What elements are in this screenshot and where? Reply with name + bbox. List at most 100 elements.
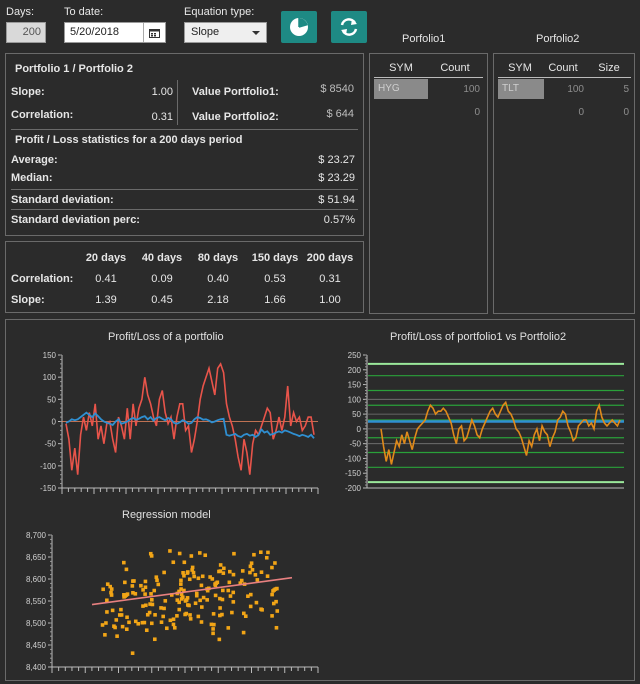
scatter-point [270, 592, 274, 597]
scatter-point [148, 602, 152, 606]
scatter-point [259, 550, 263, 555]
scatter-point [127, 620, 131, 625]
scatter-point [179, 587, 183, 591]
period-slope: 1.00 [319, 294, 341, 306]
chart3-y-tick-label: 8,600 [26, 575, 47, 584]
scatter-point [148, 551, 153, 556]
eqtype-label: Equation type: [184, 6, 255, 18]
scatter-point [144, 628, 149, 633]
scatter-point [270, 614, 274, 618]
scatter-point [212, 622, 216, 627]
scatter-point [182, 573, 186, 578]
p1-row2-count[interactable]: 0 [474, 107, 480, 118]
scatter-point [130, 584, 135, 588]
scatter-point [191, 570, 196, 575]
period-slope: 1.39 [95, 294, 117, 306]
scatter-point [222, 566, 226, 571]
scatter-point [215, 580, 220, 585]
period-corr: 0.40 [207, 273, 229, 285]
scatter-point [131, 579, 135, 583]
scatter-point [115, 634, 119, 638]
eqtype-select[interactable]: Slope [184, 22, 267, 43]
scatter-point [177, 607, 182, 612]
scatter-point [221, 571, 226, 575]
p2-row2-size[interactable]: 0 [623, 107, 629, 118]
refresh-button[interactable] [331, 11, 367, 43]
scatter-point [171, 560, 176, 565]
scatter-point [142, 620, 147, 625]
scatter-point [211, 627, 215, 631]
portfolio1-panel: SYM Count HYG 100 0 [369, 53, 488, 314]
scatter-point [217, 569, 221, 574]
calendar-icon[interactable] [143, 23, 165, 42]
p2-row1-count[interactable]: 100 [567, 84, 584, 95]
refresh-icon [340, 18, 358, 36]
scatter-point [130, 651, 135, 655]
chart1-y-tick-label: -100 [40, 462, 57, 471]
days-value: 200 [22, 26, 41, 38]
scatter-point [113, 625, 117, 630]
p2-col-size[interactable]: Size [598, 62, 620, 74]
scatter-point [124, 567, 129, 572]
scatter-point [243, 614, 248, 619]
period-header: 20 days [85, 252, 127, 264]
scatter-point [147, 610, 152, 615]
scatter-point [149, 554, 154, 558]
scatter-point [177, 600, 181, 605]
sd-perc-label: Standard deviation perc: [11, 214, 140, 226]
scatter-point [105, 598, 109, 603]
scatter-point [122, 593, 126, 597]
chart1-y-tick-label: -50 [44, 440, 56, 449]
p2-row1-sym[interactable]: TLT [498, 79, 544, 99]
p2-col-sym[interactable]: SYM [508, 62, 532, 74]
scatter-point [271, 601, 276, 606]
period-slope: 0.45 [151, 294, 173, 306]
scatter-point [250, 567, 255, 572]
pie-chart-button[interactable] [281, 11, 317, 43]
scatter-point [145, 612, 150, 617]
scatter-point [101, 587, 105, 592]
scatter-point [220, 612, 224, 617]
scatter-point [161, 614, 165, 619]
scatter-point [162, 606, 166, 611]
scatter-point [270, 565, 274, 570]
p2-row2-count[interactable]: 0 [578, 107, 584, 118]
scatter-point [255, 578, 260, 582]
sd-label: Standard deviation: [11, 194, 114, 206]
scatter-point [154, 575, 159, 579]
scatter-point [253, 573, 258, 577]
scatter-point [149, 621, 154, 626]
scatter-point [181, 571, 185, 575]
eqtype-value: Slope [191, 26, 220, 38]
scatter-point [240, 569, 245, 573]
scatter-point [254, 600, 259, 605]
chart2-y-tick-label: 100 [348, 395, 362, 404]
days-input[interactable]: 200 [6, 22, 46, 43]
scatter-point [110, 608, 115, 613]
scatter-point [194, 591, 199, 596]
todate-picker[interactable]: 5/20/2018 [64, 22, 166, 43]
scatter-point [105, 582, 110, 586]
scatter-point [220, 597, 225, 602]
p1-row1-count[interactable]: 100 [463, 84, 480, 95]
p1-col-sym[interactable]: SYM [389, 62, 413, 74]
scatter-point [125, 615, 129, 620]
scatter-point [246, 594, 250, 598]
p1-col-count[interactable]: Count [440, 62, 470, 74]
scatter-point [100, 623, 105, 627]
slope-label: Slope: [11, 86, 45, 98]
p2-col-count[interactable]: Count [548, 62, 578, 74]
scatter-point [144, 603, 148, 608]
p1-row1-sym[interactable]: HYG [374, 79, 428, 99]
scatter-point [266, 550, 270, 555]
chart3-y-tick-label: 8,400 [26, 663, 47, 672]
scatter-point [205, 598, 209, 602]
p2-row1-size[interactable]: 5 [623, 84, 629, 95]
scatter-point [156, 582, 161, 587]
scatter-point [125, 592, 130, 596]
chart1-y-tick-label: 100 [43, 373, 57, 382]
scatter-point [227, 580, 232, 585]
scatter-point [114, 618, 119, 622]
scatter-point [273, 561, 277, 565]
scatter-point [105, 610, 109, 614]
